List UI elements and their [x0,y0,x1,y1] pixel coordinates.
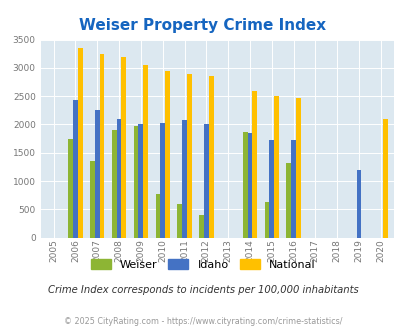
Bar [264,202,269,238]
Bar [73,100,78,238]
Bar [133,126,138,238]
Bar [68,139,73,238]
Bar [90,161,95,238]
Bar [177,204,182,238]
Bar [273,96,278,238]
Bar [295,98,300,238]
Bar [78,48,83,238]
Bar [198,215,203,238]
Bar [143,65,148,238]
Bar [286,163,290,238]
Bar [247,133,252,238]
Bar [186,74,191,238]
Bar [160,123,165,238]
Bar [356,170,360,238]
Text: Crime Index corresponds to incidents per 100,000 inhabitants: Crime Index corresponds to incidents per… [47,285,358,295]
Bar [121,56,126,238]
Bar [290,140,295,238]
Bar [182,120,186,238]
Bar [208,76,213,238]
Legend: Weiser, Idaho, National: Weiser, Idaho, National [86,255,319,274]
Bar [269,140,273,238]
Bar [203,124,208,238]
Text: Weiser Property Crime Index: Weiser Property Crime Index [79,18,326,33]
Bar [138,124,143,238]
Bar [112,130,116,238]
Bar [100,54,104,238]
Text: © 2025 CityRating.com - https://www.cityrating.com/crime-statistics/: © 2025 CityRating.com - https://www.city… [64,317,341,326]
Bar [382,119,387,238]
Bar [242,132,247,238]
Bar [116,119,121,238]
Bar [95,110,100,238]
Bar [252,90,256,238]
Bar [155,194,160,238]
Bar [165,71,169,238]
